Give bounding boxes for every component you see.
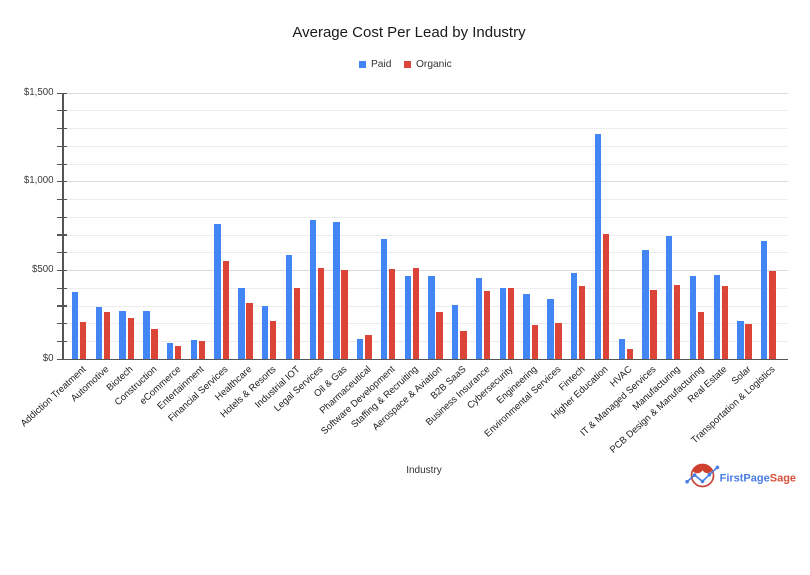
svg-text:FirstPageSage: FirstPageSage [720,473,796,485]
